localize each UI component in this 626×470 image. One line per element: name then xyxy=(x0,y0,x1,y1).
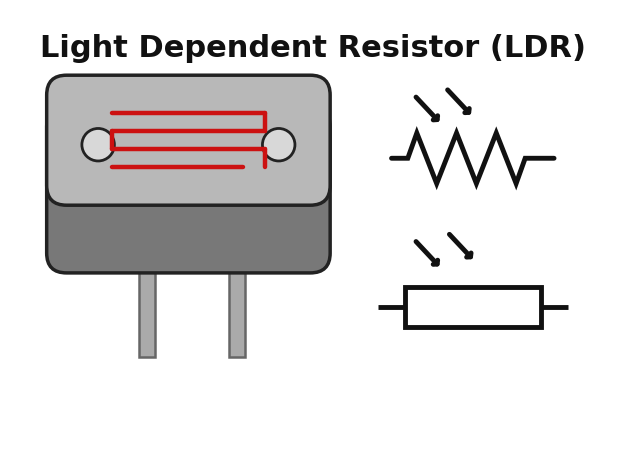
FancyBboxPatch shape xyxy=(47,75,330,205)
Circle shape xyxy=(82,128,115,161)
Text: Light Dependent Resistor (LDR): Light Dependent Resistor (LDR) xyxy=(40,34,586,63)
Circle shape xyxy=(262,128,295,161)
Bar xyxy=(229,235,245,357)
FancyBboxPatch shape xyxy=(47,107,330,273)
Bar xyxy=(405,287,540,327)
Bar xyxy=(139,235,155,357)
